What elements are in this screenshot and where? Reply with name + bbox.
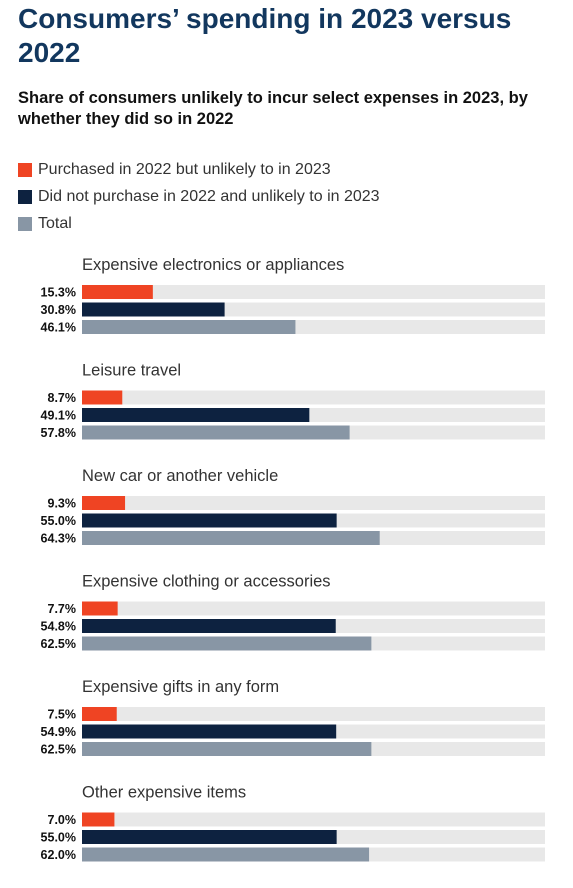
value-label: 7.7% [48,602,77,616]
bar-track [82,390,545,405]
value-label: 57.8% [41,426,76,440]
bar-chart: Expensive electronics or appliances 15.3%… [41,256,545,862]
category-label: Leisure travel [82,362,181,380]
value-label: 49.1% [41,409,76,423]
value-label: 64.3% [41,532,76,546]
value-label: 46.1% [41,321,76,335]
bar-purchased [82,496,126,510]
legend-swatch-purchased [18,162,32,177]
value-label: 62.5% [41,743,76,757]
bar-not-purchased [82,724,337,739]
category-label: Expensive electronics or appliances [82,256,344,274]
value-label: 55.0% [41,514,76,528]
bar-total [82,847,370,862]
bar-not-purchased [82,619,336,633]
legend-swatch-total [18,216,32,231]
legend-item-purchased: Purchased in 2022 but unlikely to in 202… [18,156,380,183]
legend-item-not-purchased: Did not purchase in 2022 and unlikely to… [18,183,380,210]
bar-total [82,636,372,651]
chart-subtitle: Share of consumers unlikely to incur sel… [18,89,528,128]
value-label: 8.7% [48,391,77,405]
bar-purchased [82,707,117,721]
legend-item-total: Total [18,210,380,237]
legend: Purchased in 2022 but unlikely to in 202… [18,156,380,237]
bar-purchased [82,390,123,405]
value-label: 54.8% [41,620,76,634]
category-label: Expensive clothing or accessories [82,573,331,591]
bar-total [82,531,380,545]
bar-total [82,320,296,334]
category-label: Other expensive items [82,784,246,802]
value-label: 62.0% [41,848,76,862]
bar-not-purchased [82,408,310,422]
category-label: Expensive gifts in any form [82,678,279,696]
bar-purchased [82,812,115,827]
bar-purchased [82,285,153,299]
value-label: 7.5% [48,708,77,722]
bar-track [82,812,545,827]
value-label: 9.3% [48,497,77,511]
legend-swatch-not-purchased [18,189,32,204]
value-label: 15.3% [41,286,76,300]
bar-purchased [82,601,118,616]
legend-label-total: Total [38,214,72,232]
bar-track [82,707,545,721]
bar-not-purchased [82,302,225,317]
value-label: 30.8% [41,303,76,317]
value-label: 7.0% [48,813,77,827]
bar-track [82,601,545,616]
value-label: 54.9% [41,725,76,739]
bar-not-purchased [82,513,337,528]
category-label: New car or another vehicle [82,467,278,485]
bar-track [82,285,545,299]
bar-total [82,742,372,756]
chart-title: Consumers’ spending in 2023 versus 2022 [18,3,512,68]
bar-total [82,425,350,440]
legend-label-not-purchased: Did not purchase in 2022 and unlikely to… [38,187,380,205]
bar-not-purchased [82,830,337,844]
legend-label-purchased: Purchased in 2022 but unlikely to in 202… [38,160,331,178]
value-label: 55.0% [41,831,76,845]
value-label: 62.5% [41,637,76,651]
bar-track [82,496,545,510]
